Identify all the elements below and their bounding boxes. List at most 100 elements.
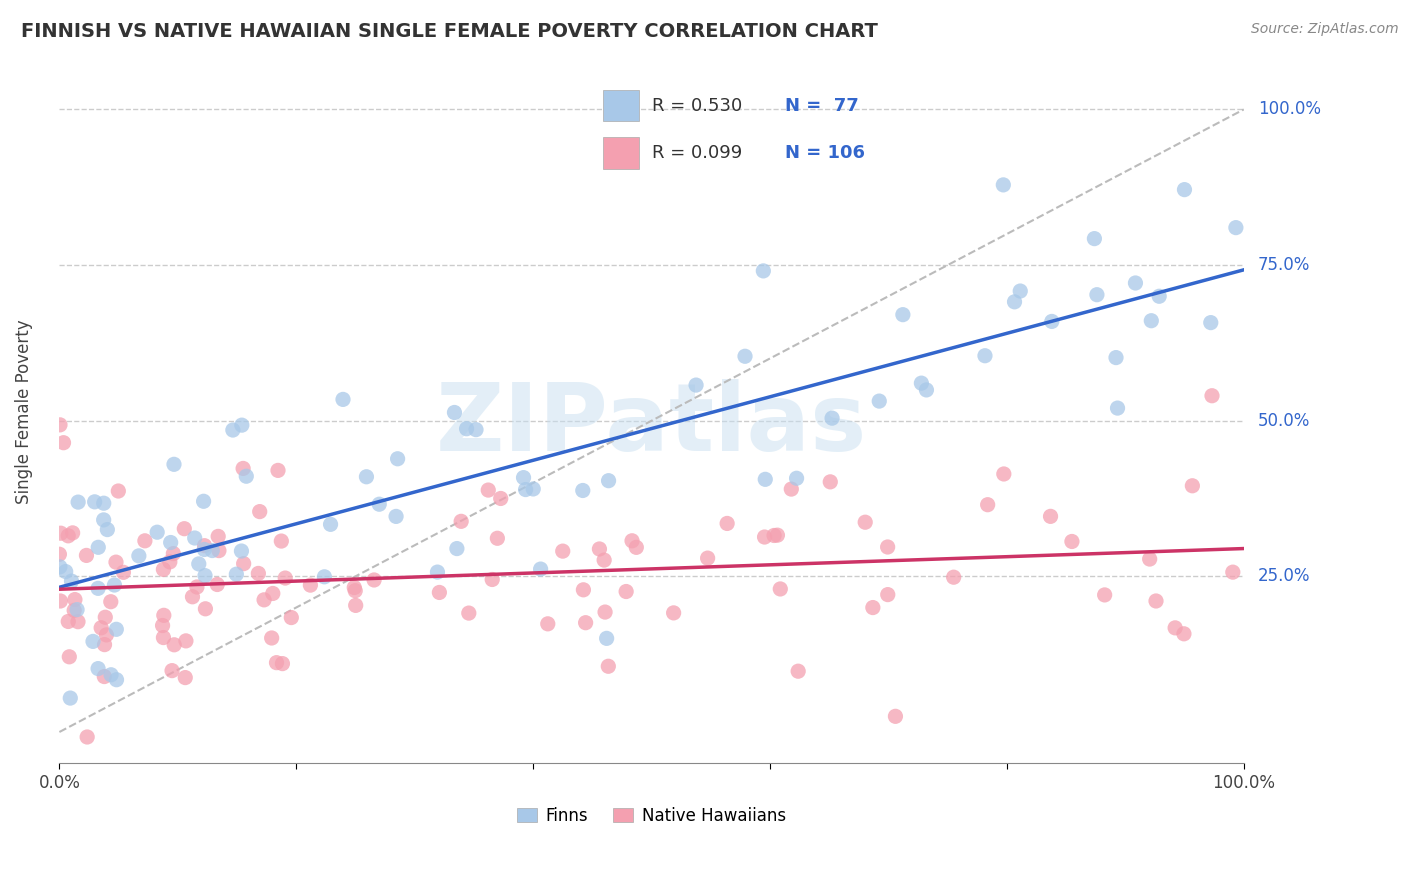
Text: R = 0.530: R = 0.530 [652,97,742,115]
Point [575,615,598,630]
Point [63,603,86,617]
Point [780,482,803,496]
Point [87,662,110,676]
Point [862,600,884,615]
Point [249,505,271,519]
Point [344,583,367,598]
Legend: Finns, Native Hawaiians: Finns, Native Hawaiians [517,807,786,825]
Point [173,522,195,536]
Point [66,615,89,629]
Point [314,570,336,584]
Point [83,495,105,509]
Point [270,534,292,549]
Point [186,580,208,594]
Point [55,565,77,579]
Point [87,541,110,555]
Point [152,618,174,632]
Point [696,551,718,566]
Point [1144,594,1167,608]
Point [60,574,83,588]
Point [481,573,503,587]
Point [942,570,965,584]
Point [49,594,72,608]
Point [876,588,898,602]
Point [1173,627,1195,641]
Point [456,422,478,436]
Point [49,417,72,432]
Point [993,178,1015,192]
Point [443,405,465,419]
Point [87,582,110,596]
Text: 100.0%: 100.0% [1258,101,1320,119]
Y-axis label: Single Female Poverty: Single Female Poverty [15,319,32,504]
Point [593,605,616,619]
Point [76,730,98,744]
Point [59,691,82,706]
Point [1164,621,1187,635]
Point [267,463,290,477]
Point [1140,314,1163,328]
Point [274,571,297,585]
Point [128,549,150,563]
Point [530,562,553,576]
Point [1105,351,1128,365]
Point [754,472,776,486]
Point [486,531,509,545]
Point [716,516,738,531]
Point [222,423,245,437]
Point [891,308,914,322]
Point [271,657,294,671]
Point [1139,552,1161,566]
Point [820,475,842,489]
Point [769,582,792,596]
Point [152,631,174,645]
Point [662,606,685,620]
Point [752,264,775,278]
Point [174,671,197,685]
Point [93,669,115,683]
Point [193,494,215,508]
Point [66,602,89,616]
Point [685,378,707,392]
Point [786,471,808,485]
Point [49,526,72,541]
Point [49,559,72,574]
Point [93,496,115,510]
Point [163,638,186,652]
Point [94,610,117,624]
Point [614,584,637,599]
Point [225,567,247,582]
Text: N =  77: N = 77 [785,97,858,115]
Point [153,608,176,623]
Point [446,541,468,556]
Point [868,394,890,409]
Point [821,411,844,425]
Text: 25.0%: 25.0% [1258,567,1310,585]
Point [58,529,80,543]
Point [593,553,616,567]
Point [159,555,181,569]
Text: FINNISH VS NATIVE HAWAIIAN SINGLE FEMALE POVERTY CORRELATION CHART: FINNISH VS NATIVE HAWAIIAN SINGLE FEMALE… [21,22,877,41]
Text: ZIPatlas: ZIPatlas [436,379,868,472]
Point [75,549,97,563]
Point [343,581,366,595]
Point [356,469,378,483]
Point [1147,289,1170,303]
Point [734,349,756,363]
Point [63,592,86,607]
Point [993,467,1015,481]
Point [160,664,183,678]
Point [1039,509,1062,524]
Point [112,566,135,580]
Point [515,483,537,497]
Point [232,557,254,571]
Point [1094,588,1116,602]
Point [426,565,449,579]
Text: R = 0.099: R = 0.099 [652,144,742,161]
Point [1040,314,1063,328]
Point [107,483,129,498]
Point [105,623,128,637]
Point [67,495,90,509]
Point [58,615,80,629]
Point [134,533,156,548]
